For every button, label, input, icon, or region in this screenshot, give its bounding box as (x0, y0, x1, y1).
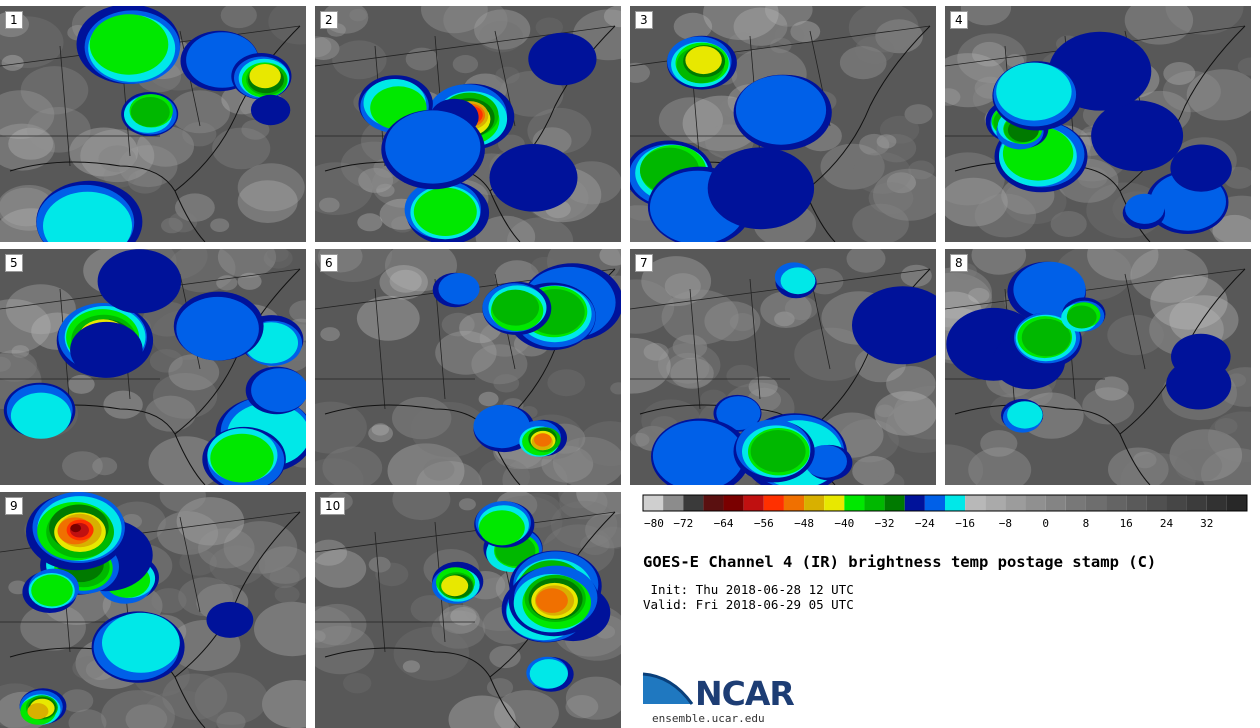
colorbar-tick-label: −16 (955, 517, 975, 530)
postage-stamp-panel: 9 (0, 492, 306, 728)
colorbar-cell (1226, 495, 1247, 511)
postage-stamp-panel: 3 (630, 6, 936, 242)
panel-number-label: 4 (950, 11, 968, 29)
colorbar-cell (763, 495, 784, 511)
colorbar-cell (1005, 495, 1026, 511)
colorbar-cell (683, 495, 704, 511)
colorbar-tick-label: −48 (794, 517, 814, 530)
postage-stamp-panel: 7 (630, 249, 936, 485)
colorbar-cell (1065, 495, 1086, 511)
colorbar-cell (965, 495, 986, 511)
colorbar-tick-label: 32 (1200, 517, 1213, 530)
panel-number-label: 3 (635, 11, 653, 29)
postage-stamp-panel: 8 (945, 249, 1251, 485)
colorbar-cell (1106, 495, 1127, 511)
logo-text: NCAR (695, 674, 795, 713)
postage-stamp-panel: 10 (315, 492, 621, 728)
colorbar-cell (985, 495, 1006, 511)
colorbar-tick-label: −80 (644, 517, 664, 530)
colorbar-cell (743, 495, 764, 511)
colorbar-cell (663, 495, 684, 511)
panel-number-label: 6 (320, 254, 338, 272)
colorbar-cell (783, 495, 805, 511)
postage-stamp-panel: 1 (0, 6, 306, 242)
colorbar-cell (1126, 495, 1147, 511)
colorbar-tick-label: −24 (915, 517, 935, 530)
colorbar-cell (1045, 495, 1066, 511)
init-time: Init: Thu 2018-06-28 12 UTC (643, 582, 854, 597)
logo-url: ensemble.ucar.edu (652, 712, 765, 725)
panel-number-label: 9 (5, 497, 23, 515)
colorbar-tick-label: 8 (1083, 517, 1090, 530)
colorbar-cell (884, 495, 905, 511)
colorbar-tick-label: −32 (875, 517, 895, 530)
postage-stamp-panel: 5 (0, 249, 306, 485)
panel-number-label: 1 (5, 11, 23, 29)
colorbar-cell (945, 495, 966, 511)
colorbar-cell (844, 495, 865, 511)
colorbar-tick-label: −72 (673, 517, 693, 530)
colorbar-frame (642, 494, 1248, 512)
colorbar-tick-label: −56 (754, 517, 774, 530)
colorbar-cell (1085, 495, 1107, 511)
colorbar-cell (723, 495, 744, 511)
colorbar-cell (824, 495, 845, 511)
colorbar-cell (804, 495, 825, 511)
panel-number-label: 5 (5, 254, 23, 272)
colorbar-cell (1146, 495, 1167, 511)
colorbar-cell (1206, 495, 1227, 511)
colorbar-tick-label: −8 (999, 517, 1012, 530)
panel-number-label: 8 (950, 254, 968, 272)
colorbar-cell (1025, 495, 1046, 511)
panel-number-label: 10 (320, 497, 346, 515)
colorbar-tick-label: −40 (834, 517, 854, 530)
valid-time: Valid: Fri 2018-06-29 05 UTC (643, 597, 854, 612)
colorbar-cell (1186, 495, 1207, 511)
colorbar-tick-label: −64 (714, 517, 734, 530)
panel-number-label: 2 (320, 11, 338, 29)
colorbar-cell (1166, 495, 1187, 511)
colorbar-cell (643, 495, 664, 511)
colorbar-tick-label: 0 (1042, 517, 1049, 530)
colorbar-cell (904, 495, 925, 511)
postage-stamp-panel: 6 (315, 249, 621, 485)
ncar-logo-icon (642, 672, 694, 705)
postage-stamp-panel: 4 (945, 6, 1251, 242)
colorbar-cell (703, 495, 724, 511)
colorbar-cell (924, 495, 945, 511)
postage-stamp-panel: 2 (315, 6, 621, 242)
colorbar-tick-label: 24 (1160, 517, 1174, 530)
figure-title: GOES-E Channel 4 (IR) brightness temp po… (643, 553, 1157, 571)
panel-number-label: 7 (635, 254, 653, 272)
colorbar-tick-label: 16 (1120, 517, 1133, 530)
colorbar: −80 −72 −64 −56 −48 −40 −32 −24 −16 −8 0 8 16 24 32 (642, 494, 1248, 534)
colorbar-cell (864, 495, 885, 511)
colorbar-svg: −80 −72 −64 −56 −48 −40 −32 −24 −16 −8 0 8 16 24 32 (642, 494, 1248, 530)
